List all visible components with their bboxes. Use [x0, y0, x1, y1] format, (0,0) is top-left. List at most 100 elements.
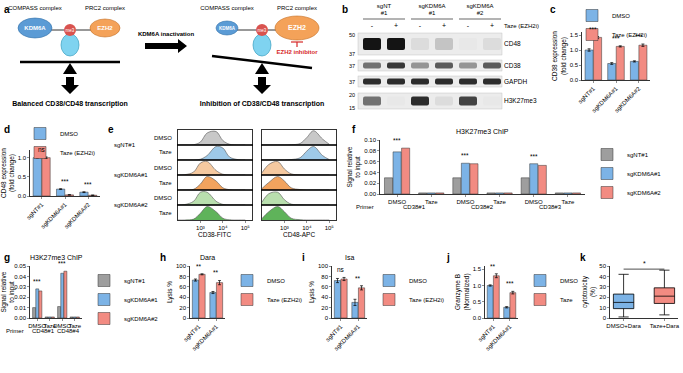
- svg-text:DMSO: DMSO: [267, 278, 285, 284]
- svg-text:Taze: Taze: [562, 199, 575, 205]
- svg-text:40: 40: [179, 294, 186, 300]
- svg-text:sgNT#1: sgNT#1: [577, 85, 597, 105]
- svg-text:CD48 expression(fold change): CD48 expression(fold change): [0, 148, 16, 198]
- svg-text:DMSO: DMSO: [154, 165, 172, 171]
- svg-text:EZH2 inhibitor: EZH2 inhibitor: [277, 49, 319, 55]
- svg-text:0.04: 0.04: [14, 274, 26, 280]
- svg-text:10⁵: 10⁵: [241, 225, 251, 231]
- svg-text:***: ***: [589, 26, 597, 33]
- svg-text:0.5: 0.5: [570, 62, 579, 68]
- svg-text:80: 80: [321, 274, 328, 280]
- svg-text:CD48#4: CD48#4: [57, 328, 80, 334]
- svg-text:-: -: [419, 22, 422, 29]
- svg-text:#2: #2: [477, 10, 484, 16]
- svg-text:Signal relativeto input: Signal relativeto input: [346, 146, 362, 187]
- svg-text:Inhibition of CD38/CD48 transc: Inhibition of CD38/CD48 transcription: [200, 100, 324, 108]
- svg-text:80: 80: [179, 274, 186, 280]
- svg-text:1.5: 1.5: [570, 32, 579, 38]
- svg-text:**: **: [490, 263, 496, 270]
- svg-text:ns: ns: [337, 266, 345, 273]
- svg-text:0.06: 0.06: [364, 159, 376, 165]
- svg-text:100: 100: [318, 263, 329, 269]
- svg-text:sgKDM6A#1: sgKDM6A#1: [485, 323, 514, 352]
- svg-text:Taze (EZH2i): Taze (EZH2i): [409, 297, 444, 303]
- svg-text:0.02: 0.02: [364, 180, 376, 186]
- svg-text:d: d: [4, 124, 10, 135]
- svg-text:k: k: [580, 252, 586, 263]
- svg-text:DMSO: DMSO: [154, 135, 172, 141]
- svg-text:a: a: [4, 4, 10, 15]
- svg-text:***: ***: [530, 153, 538, 160]
- svg-text:Taze: Taze: [159, 210, 172, 216]
- svg-text:CD38 expression(fold change): CD38 expression(fold change): [551, 31, 567, 81]
- svg-text:sgNT: sgNT: [377, 3, 392, 9]
- svg-text:10⁴: 10⁴: [218, 225, 228, 231]
- svg-text:50: 50: [349, 32, 355, 38]
- svg-text:1.0: 1.0: [473, 283, 482, 289]
- svg-text:0.00: 0.00: [364, 191, 376, 197]
- svg-text:0: 0: [325, 315, 329, 321]
- svg-text:**: **: [213, 269, 219, 276]
- svg-text:0.10: 0.10: [364, 137, 376, 143]
- svg-text:***: ***: [612, 35, 620, 42]
- svg-text:Primer: Primer: [6, 328, 24, 334]
- svg-text:Taze (EZH2i): Taze (EZH2i): [612, 32, 647, 38]
- svg-text:j: j: [446, 252, 450, 263]
- svg-text:40: 40: [321, 294, 328, 300]
- svg-text:Dara: Dara: [200, 254, 215, 261]
- svg-text:1.0: 1.0: [18, 155, 27, 161]
- svg-text:sgKDM6A#1: sgKDM6A#1: [40, 201, 69, 230]
- svg-text:***: ***: [33, 278, 41, 285]
- svg-text:Taze (EZH2i): Taze (EZH2i): [267, 297, 302, 303]
- svg-text:Lysis %: Lysis %: [308, 281, 316, 303]
- svg-text:10⁵: 10⁵: [325, 225, 335, 231]
- svg-text:-: -: [467, 22, 470, 29]
- svg-text:CD38#2: CD38#2: [471, 204, 494, 210]
- svg-text:sgNT#1: sgNT#1: [477, 323, 497, 343]
- svg-text:0: 0: [183, 315, 187, 321]
- svg-text:DMSO: DMSO: [612, 13, 630, 19]
- svg-text:sgNT#1: sgNT#1: [25, 201, 45, 221]
- svg-text:H3K27me3 ChIP: H3K27me3 ChIP: [456, 128, 509, 135]
- svg-text:0.5: 0.5: [18, 174, 27, 180]
- svg-text:Taze: Taze: [159, 149, 172, 155]
- svg-text:Taze: Taze: [493, 199, 506, 205]
- svg-text:Balanced CD38/CD48 transcripti: Balanced CD38/CD48 transcription: [12, 100, 128, 108]
- svg-text:CD48-APC: CD48-APC: [283, 231, 315, 238]
- svg-text:ns: ns: [38, 146, 46, 153]
- svg-text:DMSO: DMSO: [456, 199, 474, 205]
- svg-text:37: 37: [349, 79, 355, 85]
- svg-text:GAPDH: GAPDH: [504, 78, 527, 85]
- svg-text:DMSO: DMSO: [53, 323, 71, 329]
- svg-text:Taze: Taze: [425, 199, 438, 205]
- svg-text:sgNT#1: sgNT#1: [324, 323, 344, 343]
- svg-text:sgKDM6A#1: sgKDM6A#1: [191, 323, 220, 352]
- svg-text:sgNT#1: sgNT#1: [627, 152, 649, 158]
- svg-text:DMSO+Dara: DMSO+Dara: [606, 323, 641, 329]
- svg-text:sgKDM6A: sgKDM6A: [418, 3, 445, 9]
- svg-text:sgKDM6A#2: sgKDM6A#2: [124, 316, 158, 322]
- svg-text:10⁴: 10⁴: [302, 225, 312, 231]
- svg-text:DMSO: DMSO: [525, 199, 543, 205]
- svg-text:0.03: 0.03: [14, 284, 26, 290]
- svg-text:Signal relativeto input: Signal relativeto input: [0, 271, 16, 312]
- svg-text:100: 100: [176, 263, 187, 269]
- svg-text:+: +: [394, 22, 398, 29]
- svg-text:f: f: [352, 124, 356, 135]
- svg-text:10³: 10³: [280, 225, 289, 231]
- svg-text:PRC2 complex: PRC2 complex: [277, 5, 317, 11]
- svg-text:***: ***: [61, 178, 69, 185]
- svg-text:sgKDM6A#1: sgKDM6A#1: [124, 297, 158, 303]
- svg-text:COMPASS complex: COMPASS complex: [200, 5, 254, 11]
- svg-text:sgKDM6A#2: sgKDM6A#2: [114, 202, 148, 208]
- svg-text:#1: #1: [381, 10, 388, 16]
- svg-text:+: +: [442, 22, 446, 29]
- svg-text:CD38: CD38: [504, 62, 521, 69]
- svg-text:10³: 10³: [196, 225, 205, 231]
- svg-text:CD38#1: CD38#1: [403, 204, 426, 210]
- svg-text:sgKDM6A#2: sgKDM6A#2: [613, 85, 642, 114]
- svg-text:i: i: [302, 252, 305, 263]
- svg-text:H3K27me3 ChIP: H3K27me3 ChIP: [30, 254, 83, 261]
- svg-text:**: **: [355, 275, 361, 282]
- svg-text:DMSO: DMSO: [388, 199, 406, 205]
